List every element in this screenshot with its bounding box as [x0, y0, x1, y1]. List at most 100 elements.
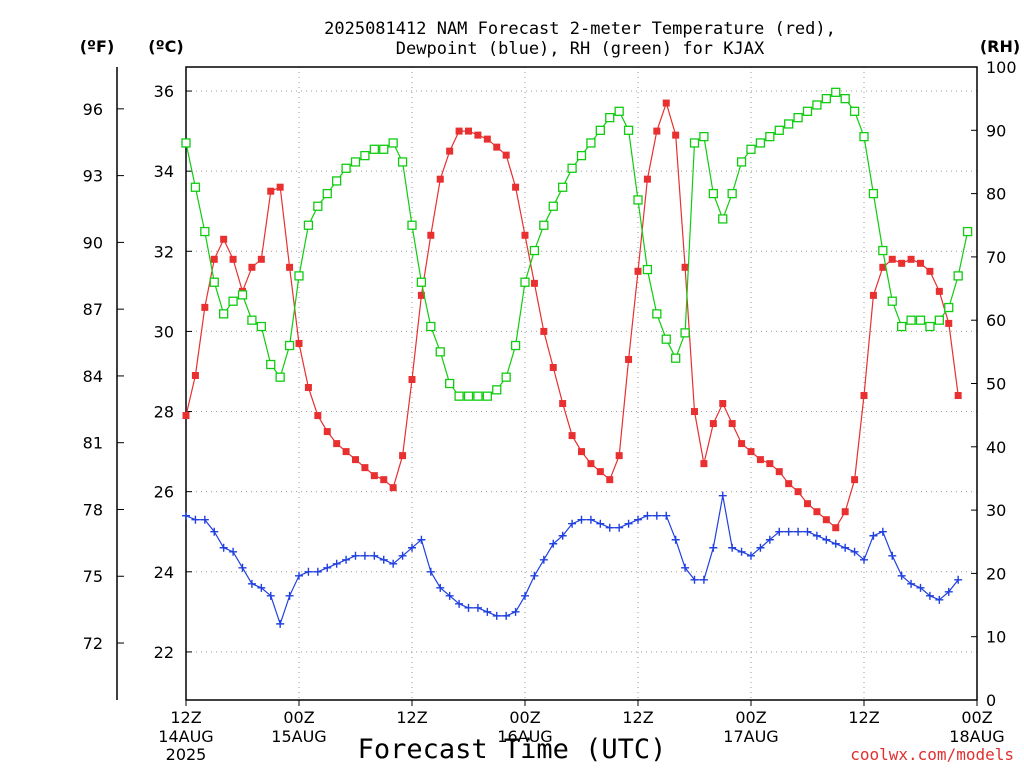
temperature-point — [276, 183, 284, 191]
rh-point — [501, 372, 511, 382]
dewpoint-point — [530, 571, 539, 580]
temperature-point — [436, 175, 444, 183]
rh-point — [247, 315, 257, 325]
temperature-point — [267, 187, 275, 195]
temperature-point — [361, 464, 369, 472]
rh-point — [944, 302, 954, 313]
rh-point — [897, 321, 907, 332]
rh-tick-label: 80 — [986, 185, 1006, 204]
rh-point — [369, 144, 379, 154]
dewpoint-point — [257, 583, 266, 592]
temperature-point — [257, 255, 265, 263]
rh-point — [576, 150, 587, 161]
dewpoint-point — [850, 547, 859, 556]
temperature-point — [945, 319, 953, 327]
time-tick-label-date: 18AUG — [949, 727, 1004, 746]
temperature-point — [653, 127, 661, 135]
rh-unit-label: (RH) — [980, 37, 1020, 56]
rh-point — [360, 150, 370, 161]
temperature-point — [540, 327, 548, 335]
rh-point — [539, 220, 549, 230]
temperature-point — [210, 255, 218, 263]
rh-point — [567, 163, 577, 173]
temperature-point — [841, 508, 849, 516]
temperature-point — [643, 175, 651, 183]
rh-point — [313, 201, 323, 211]
celsius-tick-label: 30 — [154, 322, 174, 341]
temperature-point — [342, 448, 350, 456]
rh-tick-label: 70 — [986, 248, 1006, 267]
rh-tick-label: 90 — [986, 121, 1006, 140]
rh-point — [482, 391, 492, 401]
temperature-point — [502, 151, 510, 159]
rh-point — [802, 106, 813, 116]
rh-point — [699, 131, 709, 142]
rh-series — [181, 87, 973, 401]
temperature-point — [832, 524, 840, 532]
rh-point — [623, 125, 634, 135]
rh-point — [228, 296, 238, 306]
dewpoint-point — [709, 543, 718, 552]
temperature-point — [917, 259, 924, 267]
dewpoint-point — [718, 491, 727, 500]
dewpoint-point — [445, 591, 454, 600]
dewpoint-point — [295, 571, 303, 580]
dewpoint-point — [266, 591, 275, 600]
rh-tick-label: 100 — [986, 58, 1017, 77]
rh-point — [558, 182, 568, 192]
temperature-point — [662, 99, 670, 107]
temperature-point — [380, 476, 388, 484]
rh-point — [200, 226, 210, 237]
temperature-point — [304, 384, 312, 392]
fahrenheit-tick-label: 81 — [83, 434, 103, 453]
dewpoint-point — [229, 547, 238, 556]
time-tick-label-hour: 00Z — [735, 708, 766, 727]
time-tick-label-date: 14AUG — [158, 727, 213, 746]
dewpoint-point — [238, 563, 247, 572]
celsius-tick-label: 34 — [154, 162, 174, 181]
dewpoint-point — [313, 567, 322, 576]
grid-lines — [186, 67, 977, 700]
celsius-tick-label: 22 — [154, 643, 174, 662]
dewpoint-point — [681, 563, 690, 572]
axes — [116, 66, 978, 701]
dewpoint-point — [304, 567, 313, 576]
rh-point — [510, 340, 521, 351]
series-layer — [181, 87, 973, 628]
dewpoint-point — [775, 527, 784, 536]
dewpoint-point — [935, 595, 944, 604]
rh-point — [727, 188, 737, 199]
rh-point — [284, 340, 295, 351]
dewpoint-point — [925, 591, 934, 600]
dewpoint-point — [200, 515, 209, 524]
rh-point — [181, 138, 191, 148]
dewpoint-point — [690, 575, 699, 584]
rh-point — [445, 378, 455, 389]
rh-point — [209, 277, 219, 287]
rh-tick-label: 10 — [986, 628, 1006, 647]
temperature-point — [954, 392, 962, 400]
temperature-point — [446, 147, 454, 155]
dewpoint-point — [831, 539, 840, 548]
temperature-point — [578, 448, 585, 456]
temperature-point — [606, 476, 614, 484]
temperature-point — [794, 488, 802, 496]
dewpoint-point — [455, 599, 464, 608]
dewpoint-point — [737, 547, 746, 556]
rh-point — [671, 353, 681, 363]
temperature-point — [700, 460, 708, 468]
temperature-point — [596, 468, 604, 476]
rh-point — [435, 347, 445, 357]
temperature-point — [483, 135, 491, 143]
dewpoint-point — [869, 531, 878, 540]
rh-point — [463, 391, 474, 401]
rh-point — [190, 182, 201, 192]
rh-point — [237, 290, 248, 300]
rh-point — [765, 131, 775, 142]
temperature-point — [191, 371, 199, 379]
rh-point — [586, 138, 596, 148]
rh-point — [303, 220, 314, 230]
dewpoint-point — [219, 543, 228, 552]
dewpoint-point — [812, 531, 821, 540]
temperature-point — [465, 127, 472, 135]
